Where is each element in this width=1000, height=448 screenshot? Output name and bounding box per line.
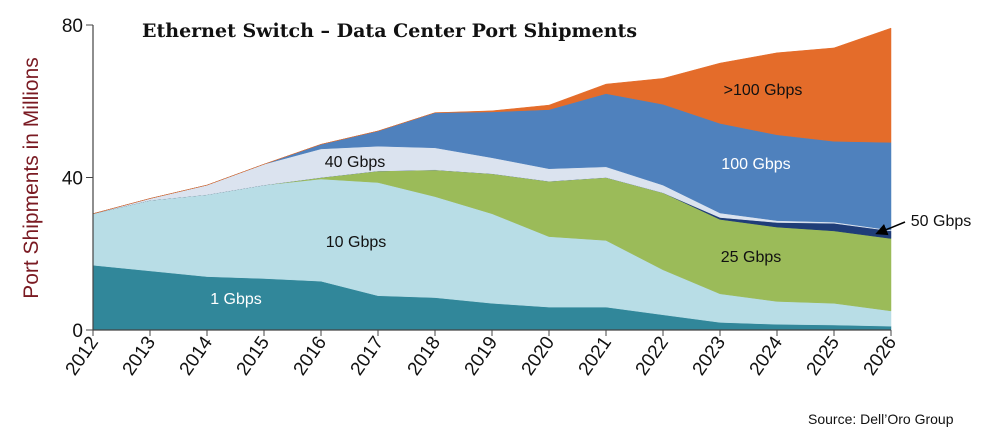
x-tick-label: 2012 (62, 333, 103, 380)
x-tick-label: 2023 (689, 333, 730, 380)
x-tick-label: 2018 (404, 333, 445, 380)
series-label-layer: 1 Gbps 10 Gbps 25 Gbps 50 Gbps 40 Gbps 100 Gb… (210, 82, 971, 308)
x-tick-label: 2025 (803, 333, 844, 380)
series-label: 50 Gbps (911, 213, 971, 230)
x-tick-label: 2026 (860, 333, 901, 380)
y-tick-label: 40 (62, 169, 83, 190)
arrow-50-gbps (875, 221, 906, 236)
series-label: 1 Gbps (210, 291, 262, 308)
x-tick-label: 2017 (347, 333, 388, 380)
chart-title: Ethernet Switch – Data Center Port Shipm… (142, 20, 637, 42)
series-label: >100 Gbps (724, 82, 803, 99)
x-tick-label: 2015 (233, 333, 274, 380)
x-tick-label: 2016 (290, 333, 331, 380)
x-tick-label: 2014 (176, 332, 218, 379)
x-tick-label: 2019 (461, 333, 502, 380)
source-note: Source: Dell’Oro Group (808, 411, 954, 427)
area-layer (92, 27, 892, 331)
y-tick-label: 0 (72, 321, 83, 342)
x-tick-label: 2022 (632, 333, 673, 380)
y-axis-label: Port Shipments in Millions (20, 57, 43, 299)
series-label: 10 Gbps (326, 234, 386, 251)
x-tick-label: 2024 (746, 332, 788, 379)
y-tick-label: 80 (62, 16, 83, 37)
x-tick-layer: 2012 2013 2014 2015 2016 2017 2018 2019 2020 2021… (62, 330, 901, 380)
series-label: 25 Gbps (721, 249, 781, 266)
series-label: 100 Gbps (721, 156, 790, 173)
area-series-100-gbps (92, 27, 892, 214)
x-tick-label: 2013 (119, 333, 160, 380)
series-label: 40 Gbps (325, 154, 385, 171)
x-tick-label: 2020 (518, 333, 559, 380)
x-tick-label: 2021 (575, 333, 616, 380)
y-tick-layer: 0 40 80 (62, 16, 93, 342)
